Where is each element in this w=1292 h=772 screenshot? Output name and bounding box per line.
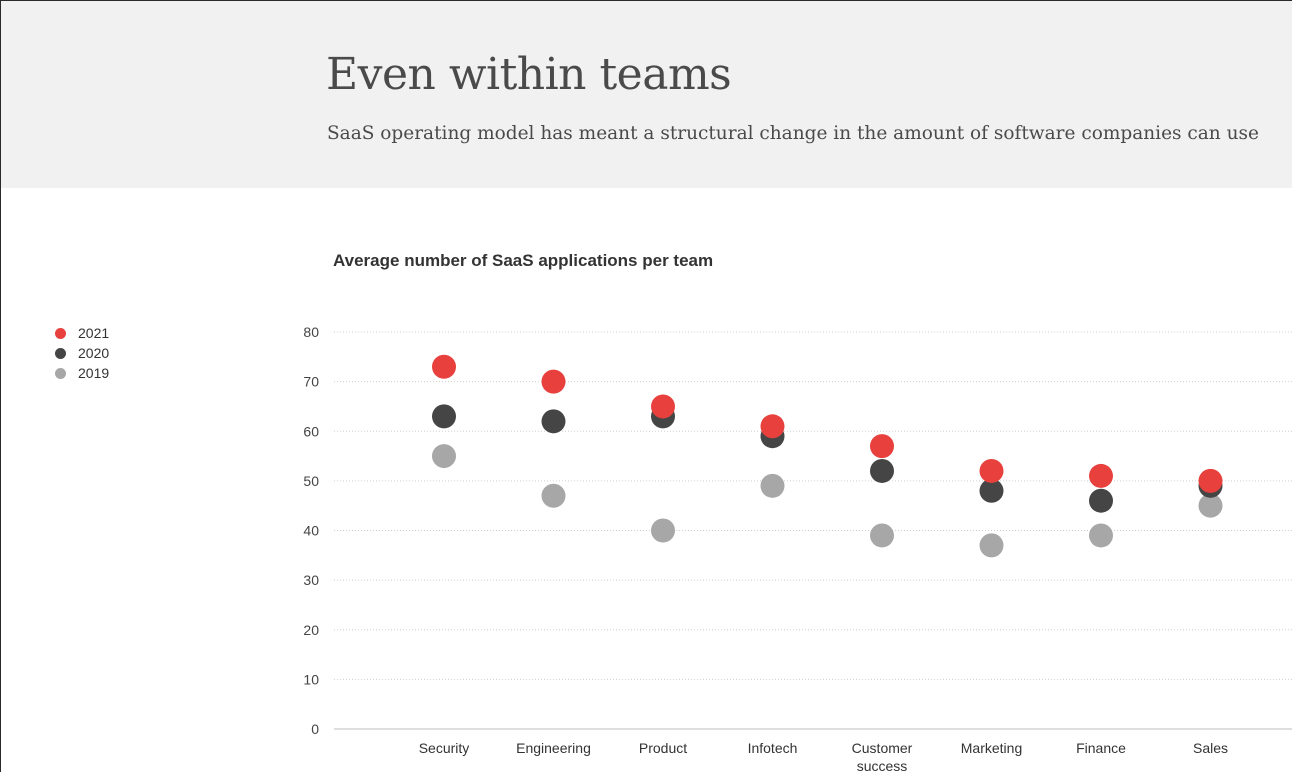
chart-title: Average number of SaaS applications per … [333, 251, 714, 270]
point-2020 [432, 404, 456, 429]
point-2020 [870, 458, 894, 483]
point-2019 [1089, 523, 1113, 548]
scatter-chart: 0 10 20 30 40 50 60 70 80 Security Engineering Prod… [303, 324, 1292, 772]
x-tick-label: Engineering [516, 740, 591, 756]
y-tick-label-40: 40 [303, 523, 319, 539]
x-tick-label: Infotech [748, 740, 798, 756]
point-2020 [979, 478, 1004, 503]
point-2021 [1089, 463, 1113, 488]
legend-item-2021: 2021 [55, 323, 109, 343]
point-2021 [870, 434, 894, 459]
point-2021 [979, 458, 1004, 483]
point-2021 [541, 369, 566, 394]
point-2020 [1089, 488, 1113, 513]
legend-label-2021: 2021 [78, 325, 110, 341]
x-tick-label: success [857, 758, 908, 772]
y-tick-label-20: 20 [303, 622, 319, 638]
point-2021 [432, 354, 456, 379]
point-2021 [651, 394, 675, 419]
y-tick-label-50: 50 [303, 473, 319, 489]
x-tick-label: Customer [852, 740, 913, 756]
point-2019 [870, 523, 894, 548]
y-tick-label-60: 60 [303, 423, 319, 439]
legend-swatch-2019 [55, 367, 66, 379]
legend-label-2019: 2019 [78, 365, 110, 381]
legend-item-2020: 2020 [55, 343, 109, 363]
y-tick-label-0: 0 [311, 721, 319, 737]
legend-swatch-2021 [55, 327, 66, 339]
legend-item-2019: 2019 [55, 363, 109, 383]
page-title: Even within teams [326, 49, 732, 100]
y-tick-label-30: 30 [303, 572, 319, 588]
legend-label-2020: 2020 [78, 345, 110, 361]
point-2019 [979, 533, 1004, 558]
chart-legend: 2021 2020 2019 [55, 323, 109, 383]
x-tick-label: Product [639, 740, 687, 756]
y-tick-label-10: 10 [303, 671, 319, 687]
x-tick-label: Marketing [961, 740, 1022, 756]
legend-swatch-2020 [55, 347, 66, 359]
page-subtitle: SaaS operating model has meant a structu… [327, 123, 1259, 144]
point-2019 [432, 444, 456, 469]
x-tick-label: Security [419, 740, 470, 756]
point-2019 [1198, 493, 1223, 518]
point-2021 [1198, 468, 1223, 493]
y-tick-label-80: 80 [303, 324, 319, 340]
page-header: Even within teams SaaS operating model h… [1, 1, 1292, 188]
x-tick-label: Finance [1076, 740, 1126, 756]
point-2020 [541, 409, 566, 434]
point-2019 [541, 483, 566, 508]
y-tick-label-70: 70 [303, 374, 319, 390]
point-2019 [651, 518, 675, 543]
point-2021 [760, 414, 785, 439]
point-2019 [760, 473, 785, 498]
x-tick-label: Sales [1193, 740, 1228, 756]
